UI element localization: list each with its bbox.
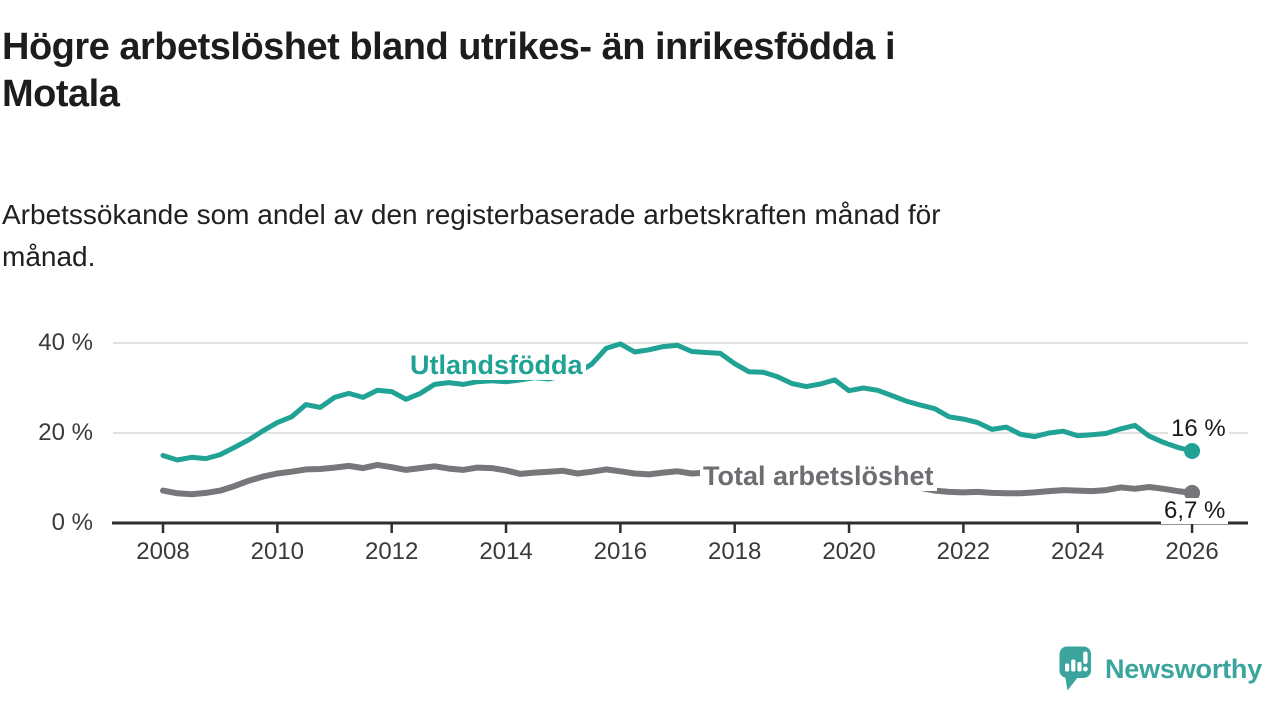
line-chart-plot-area [112,341,1248,533]
x-axis-tick-label: 2020 [822,538,876,565]
x-axis-tick-label: 2012 [364,538,419,565]
x-axis-tick-label: 2022 [936,538,991,565]
x-axis-tick-label: 2010 [250,538,305,565]
chart-subtitle-line1: Arbetssökande som andel av den registerb… [2,199,941,230]
chart-title-line1: Högre arbetslöshet bland utrikes- än inr… [2,26,896,68]
newsworthy-logo-text: Newsworthy [1105,653,1263,684]
chart-title-line2: Motala [2,73,120,115]
series-line-0 [160,341,1195,463]
series-end-dot-0 [1184,443,1201,459]
x-axis-tick-label: 2018 [707,538,762,565]
x-axis-tick-label: 2024 [1051,538,1105,565]
chart-subtitle: Arbetssökande som andel av den registerb… [2,194,1182,278]
series-end-dot-1 [1184,484,1201,501]
x-axis-tick-label: 2008 [136,538,190,565]
x-axis-tick-label: 2016 [593,538,648,565]
x-axis-tick-label: 2026 [1165,538,1219,565]
y-axis-tick-label: 20 % [38,419,93,446]
chart-subtitle-line2: månad. [2,241,96,272]
newsworthy-logo: Newsworthy [1058,645,1262,693]
y-axis-tick-label: 40 % [38,329,93,356]
end-value-label-utlandsfodda: 16 % [1168,416,1229,442]
series-line-1 [160,461,1196,498]
chart-title: Högre arbetslöshet bland utrikes- än inr… [2,24,1152,118]
y-axis-tick-label: 0 % [51,509,93,536]
series-label-total-arbetsloshet: Total arbetslöshet [700,461,937,491]
newsworthy-bubble-chart-icon [1059,646,1091,691]
series-label-utlandsfodda: Utlandsfödda [407,350,586,380]
end-value-label-total-arbetsloshet: 6,7 % [1161,498,1229,524]
x-axis-tick-label: 2014 [479,538,533,565]
